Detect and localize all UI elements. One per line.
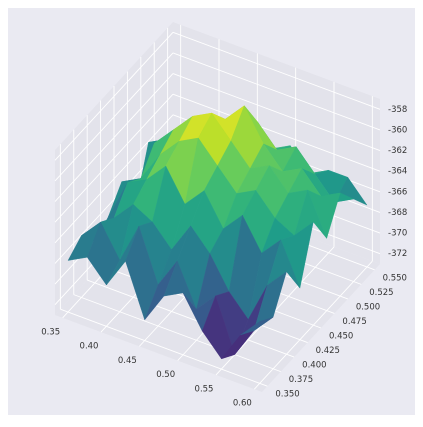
y-tick-label: 0.375 (289, 375, 313, 385)
z-tick-label: -366 (388, 187, 407, 197)
z-tick-label: -370 (388, 229, 407, 239)
y-tick-label: 0.500 (356, 302, 380, 312)
y-tick-label: 0.400 (302, 361, 326, 371)
x-tick-label: 0.45 (118, 356, 137, 366)
y-tick-label: 0.550 (383, 273, 407, 283)
grid-line (87, 279, 295, 358)
z-tick-label: -362 (388, 146, 407, 156)
y-tick-label: 0.475 (342, 317, 366, 327)
x-tick-label: 0.50 (156, 370, 175, 380)
z-tick-label: -372 (388, 249, 407, 259)
y-tick-label: 0.450 (329, 332, 353, 342)
x-tick-label: 0.35 (41, 327, 60, 337)
grid-line (172, 31, 381, 110)
surface-face (240, 317, 274, 336)
z-tick-label: -364 (388, 167, 407, 177)
y-tick-label: 0.425 (316, 346, 340, 356)
grid-line (172, 93, 381, 172)
x-tick-label: 0.40 (80, 342, 99, 352)
grid-line (54, 93, 174, 223)
z-tick-label: -368 (388, 208, 407, 218)
grid-line (73, 294, 281, 373)
x-tick-label: 0.60 (233, 399, 252, 409)
grid-line (60, 308, 268, 387)
grid-line (54, 114, 174, 244)
z-tick-label: -360 (388, 125, 407, 135)
grid-line (172, 52, 381, 131)
y-tick-label: 0.350 (275, 390, 299, 400)
grid-line (54, 32, 174, 161)
grid-line (54, 73, 174, 202)
z-tick-label: -358 (388, 105, 407, 115)
x-tick-label: 0.55 (195, 384, 214, 394)
grid-line (54, 52, 174, 182)
y-tick-label: 0.525 (369, 288, 393, 298)
grid-line (172, 73, 381, 151)
